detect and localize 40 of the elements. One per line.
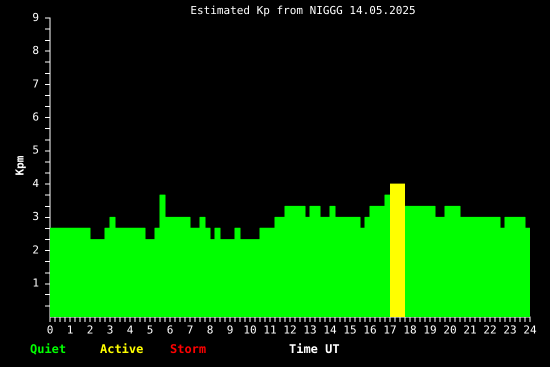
x-tick-label: 15: [343, 323, 357, 336]
y-tick-label: 3: [32, 210, 39, 224]
x-tick-label: 11: [263, 323, 277, 336]
y-tick-label: 1: [32, 276, 39, 290]
y-tick-label: 9: [32, 10, 39, 24]
x-tick-label: 12: [283, 323, 297, 336]
y-tick-label: 6: [32, 110, 39, 124]
x-tick-label: 0: [46, 323, 54, 336]
text: Storm: [170, 342, 208, 356]
x-tick-label: 24: [523, 323, 537, 336]
x-tick-label: 13: [303, 323, 317, 336]
x-tick-label: 4: [126, 323, 134, 336]
x-tick-label: 21: [463, 323, 477, 336]
y-tick-label: 7: [32, 77, 39, 90]
x-tick-label: 3: [106, 323, 114, 336]
x-tick-label: 6: [166, 323, 174, 336]
x-tick-label: 8: [206, 323, 214, 336]
x-tick-label: 9: [226, 323, 234, 336]
x-tick-label: 2: [86, 323, 94, 336]
x-tick-label: 18: [403, 323, 417, 336]
text: Active: [100, 342, 144, 356]
y-tick-label: 8: [32, 44, 39, 58]
text: Quiet: [30, 342, 68, 356]
x-tick-label: 7: [186, 323, 194, 336]
x-tick-label: 5: [146, 323, 154, 336]
x-tick-label: 20: [443, 323, 457, 336]
y-tick-label: 2: [32, 243, 39, 256]
y-axis-title: Kpm: [14, 154, 26, 178]
x-tick-label: 22: [483, 323, 497, 336]
x-tick-label: 16: [363, 323, 377, 336]
x-tick-label: 1: [66, 323, 74, 336]
x-axis-title: Time UT: [289, 342, 340, 356]
x-tick-label: 17: [383, 323, 397, 336]
chart-title: Estimated Kp from NIGGG 14.05.2025: [190, 4, 416, 17]
x-tick-label: 10: [243, 323, 257, 336]
x-tick-label: 19: [423, 323, 437, 336]
x-tick-label: 14: [323, 323, 337, 336]
y-tick-label: 4: [32, 176, 40, 190]
x-tick-label: 23: [503, 323, 517, 336]
y-tick-label: 5: [32, 144, 39, 157]
